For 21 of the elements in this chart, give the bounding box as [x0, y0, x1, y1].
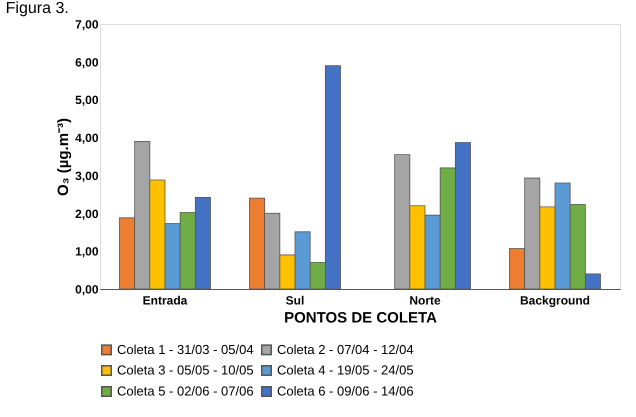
- x-tick-label: Norte: [409, 294, 441, 308]
- x-tick-label: Entrada: [142, 294, 188, 308]
- legend-label: Coleta 3 - 05/05 - 10/05: [117, 362, 254, 378]
- legend-label: Coleta 5 - 02/06 - 07/06: [117, 384, 254, 398]
- y-tick-label: 3,00: [75, 168, 99, 183]
- legend-label: Coleta 4 - 19/05 - 24/05: [277, 362, 414, 378]
- y-tick-label: 0,00: [75, 282, 99, 296]
- y-tick-label: 6,00: [75, 55, 99, 70]
- y-tick-label: 7,00: [75, 18, 99, 32]
- y-axis-title: O₃ (µg.m⁻³): [55, 118, 72, 196]
- legend-label: Coleta 2 - 07/04 - 12/04: [277, 342, 414, 357]
- legend-label: Coleta 6 - 09/06 - 14/06: [277, 384, 414, 398]
- y-tick-label: 2,00: [75, 206, 99, 221]
- x-tick-label: Background: [520, 294, 590, 308]
- y-tick-label: 4,00: [75, 131, 99, 146]
- legend-label: Coleta 1 - 31/03 - 05/04: [117, 342, 254, 357]
- y-tick-label: 1,00: [75, 244, 99, 259]
- x-axis-title: PONTOS DE COLETA: [284, 310, 438, 326]
- x-tick-label: Sul: [286, 294, 304, 308]
- y-tick-label: 5,00: [75, 93, 99, 108]
- chart-title: Figura 3.: [6, 0, 69, 17]
